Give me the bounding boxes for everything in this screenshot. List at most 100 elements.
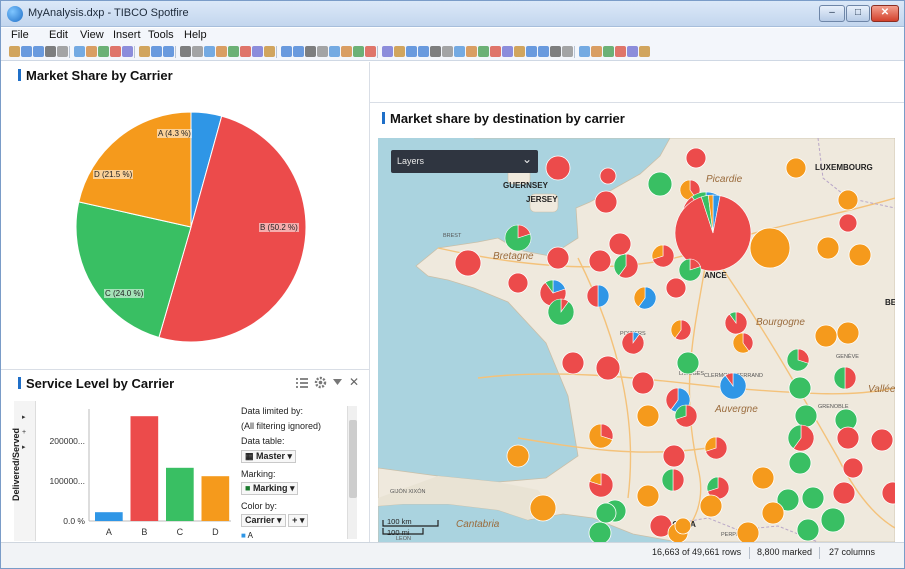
map-pie-slice[interactable] — [837, 427, 859, 449]
map-pie-slice[interactable] — [596, 503, 616, 523]
map-pie-marker[interactable] — [589, 473, 613, 497]
service-level-bar-chart[interactable]: 0.0 %100000...200000...A B C D — [39, 401, 234, 541]
toolbar-button-icon[interactable] — [418, 46, 429, 57]
map-pie-slice[interactable] — [837, 322, 859, 344]
scroll-thumb[interactable] — [349, 420, 357, 498]
map-pie-slice[interactable] — [622, 332, 644, 354]
bar-d[interactable] — [202, 476, 230, 521]
map-pie-slice[interactable] — [752, 467, 774, 489]
toolbar-button-icon[interactable] — [478, 46, 489, 57]
map-pie-marker[interactable] — [795, 405, 817, 427]
map-pie-marker[interactable] — [833, 482, 855, 504]
map-pie-slice[interactable] — [686, 148, 706, 168]
map-pie-slice[interactable] — [700, 495, 722, 517]
map-pie-marker[interactable] — [589, 424, 613, 448]
map-pie-slice[interactable] — [589, 250, 611, 272]
map-pie-marker[interactable] — [750, 228, 790, 268]
map-pie-slice[interactable] — [546, 156, 570, 180]
map-pie-marker[interactable] — [786, 158, 806, 178]
map-pie-slice[interactable] — [632, 372, 654, 394]
toolbar-button-icon[interactable] — [615, 46, 626, 57]
map-pie-marker[interactable] — [802, 487, 824, 509]
map-pie-marker[interactable] — [839, 214, 857, 232]
close-window-button[interactable]: ✕ — [871, 5, 899, 22]
map-pie-marker[interactable] — [679, 259, 701, 281]
toolbar-button-icon[interactable] — [240, 46, 251, 57]
map-pie-marker[interactable] — [733, 333, 753, 353]
toolbar-button-icon[interactable] — [151, 46, 162, 57]
map-pie-slice[interactable] — [455, 250, 481, 276]
map-pie-slice[interactable] — [595, 191, 617, 213]
map-pie-marker[interactable] — [637, 405, 659, 427]
toolbar-button-icon[interactable] — [57, 46, 68, 57]
toolbar-button-icon[interactable] — [353, 46, 364, 57]
toolbar-button-icon[interactable] — [45, 46, 56, 57]
toolbar-button-icon[interactable] — [33, 46, 44, 57]
map-pie-slice[interactable] — [666, 278, 686, 298]
toolbar-button-icon[interactable] — [490, 46, 501, 57]
map-pie-marker[interactable] — [705, 437, 727, 459]
map-pie-slice[interactable] — [507, 445, 529, 467]
toolbar-button-icon[interactable] — [86, 46, 97, 57]
map-pie-marker[interactable] — [671, 320, 691, 340]
map-pie-slice[interactable] — [815, 325, 837, 347]
map-pie-slice[interactable] — [821, 508, 845, 532]
map-pie-slice[interactable] — [871, 429, 893, 451]
map-pie-slice[interactable] — [637, 485, 659, 507]
toolbar-button-icon[interactable] — [139, 46, 150, 57]
bar-a[interactable] — [95, 512, 123, 521]
map-pie-slice[interactable] — [762, 502, 784, 524]
map-pie-slice[interactable] — [838, 190, 858, 210]
color-by-dropdown[interactable]: Carrier ▾ + ▾ — [241, 514, 308, 527]
map-pie-marker[interactable] — [821, 508, 845, 532]
toolbar-button-icon[interactable] — [382, 46, 393, 57]
map-pie-marker[interactable] — [589, 522, 611, 542]
map-pie-marker[interactable] — [666, 278, 686, 298]
map-pie-marker[interactable] — [648, 172, 672, 196]
map-pie-slice[interactable] — [786, 158, 806, 178]
gear-icon[interactable] — [314, 376, 327, 389]
toolbar-button-icon[interactable] — [192, 46, 203, 57]
layers-dropdown[interactable]: Layers ⌄ — [391, 150, 538, 173]
map-pie-marker[interactable] — [455, 250, 481, 276]
toolbar-button-icon[interactable] — [305, 46, 316, 57]
toolbar-button-icon[interactable] — [9, 46, 20, 57]
toolbar-button-icon[interactable] — [591, 46, 602, 57]
map-pie-slice[interactable] — [817, 237, 839, 259]
map-pie-marker[interactable] — [634, 287, 656, 309]
toolbar-button-icon[interactable] — [502, 46, 513, 57]
map-pie-marker[interactable] — [789, 452, 811, 474]
toolbar-button-icon[interactable] — [406, 46, 417, 57]
toolbar-button-icon[interactable] — [216, 46, 227, 57]
toolbar-button-icon[interactable] — [317, 46, 328, 57]
map-pie-marker[interactable] — [797, 519, 819, 541]
expand-arrow-icon[interactable]: ▸ — [22, 413, 26, 421]
map-pie-slice[interactable] — [589, 522, 611, 542]
toolbar-button-icon[interactable] — [228, 46, 239, 57]
map-pie-slice[interactable] — [600, 168, 616, 184]
map-pie-marker[interactable] — [609, 233, 631, 255]
map-pie-marker[interactable] — [752, 467, 774, 489]
map-pie-slice[interactable] — [637, 405, 659, 427]
map-pie-slice[interactable] — [609, 233, 631, 255]
data-table-dropdown[interactable]: ▦ Master ▾ — [241, 450, 296, 463]
toolbar-button-icon[interactable] — [454, 46, 465, 57]
menu-view[interactable]: View — [80, 29, 104, 41]
menu-tools[interactable]: Tools — [148, 29, 174, 41]
close-panel-button[interactable]: ✕ — [349, 375, 359, 389]
toolbar-button-icon[interactable] — [281, 46, 292, 57]
map-pie-marker[interactable] — [587, 285, 609, 307]
map-pie-slice[interactable] — [675, 518, 691, 534]
toolbar-button-icon[interactable] — [550, 46, 561, 57]
map-pie-marker[interactable] — [663, 445, 685, 467]
minimize-button[interactable]: – — [819, 5, 845, 22]
map-pie-marker[interactable] — [837, 322, 859, 344]
toolbar-button-icon[interactable] — [365, 46, 376, 57]
map-pie-slice[interactable] — [663, 445, 685, 467]
toolbar-button-icon[interactable] — [74, 46, 85, 57]
map-pie-marker[interactable] — [508, 273, 528, 293]
map-pie-marker[interactable] — [725, 312, 747, 334]
toolbar-button-icon[interactable] — [204, 46, 215, 57]
map-pie-slice[interactable] — [648, 172, 672, 196]
color-by-add-button[interactable]: + ▾ — [288, 514, 308, 527]
